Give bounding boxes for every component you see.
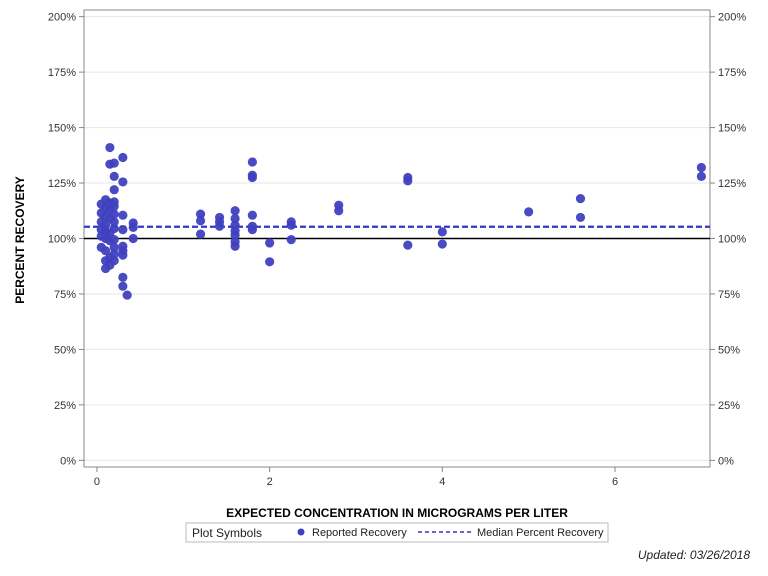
y-tick-label-left: 25% — [54, 400, 76, 412]
y-tick-label-right: 75% — [718, 289, 740, 301]
y-tick-label-right: 50% — [718, 344, 740, 356]
y-tick-label-right: 175% — [718, 67, 746, 79]
data-point — [128, 222, 138, 233]
data-point — [109, 201, 119, 211]
y-tick-label-left: 175% — [48, 67, 76, 79]
y-tick-label-right: 100% — [718, 234, 746, 246]
data-point — [118, 250, 128, 260]
y-tick-label-left: 100% — [48, 234, 76, 246]
y-tick-label-left: 50% — [54, 344, 76, 356]
x-tick-label: 4 — [439, 476, 445, 488]
legend-marker-reported — [297, 528, 305, 536]
data-point — [109, 171, 119, 181]
data-point — [696, 162, 706, 173]
data-point — [696, 171, 706, 181]
y-tick-label-right: 0% — [718, 455, 734, 467]
legend-label-median: Median Percent Recovery — [477, 527, 604, 539]
data-point — [118, 272, 128, 282]
data-point — [109, 158, 119, 168]
data-point — [195, 216, 206, 226]
data-point — [230, 206, 240, 216]
x-tick-label: 6 — [612, 476, 618, 488]
x-tick-label: 0 — [94, 476, 100, 488]
data-point — [247, 172, 257, 183]
data-point — [214, 221, 225, 231]
y-axis-left: 0% 25% 50% 75% 100% 125% 150% 175% 200% — [48, 12, 84, 467]
data-point — [230, 213, 240, 224]
data-point — [286, 235, 296, 245]
x-tick-label: 2 — [267, 476, 273, 488]
y-tick-label-left: 0% — [60, 455, 76, 467]
data-point — [437, 239, 447, 249]
data-point — [265, 257, 275, 267]
data-point — [403, 240, 413, 250]
data-point — [403, 176, 413, 186]
data-point — [118, 210, 128, 220]
updated-note: Updated: 03/26/2018 — [637, 548, 750, 562]
y-tick-label-right: 150% — [718, 123, 746, 135]
data-point — [230, 230, 240, 240]
legend-box — [185, 522, 609, 543]
y-tick-label-left: 75% — [54, 289, 76, 301]
data-point — [437, 227, 447, 237]
data-point — [575, 212, 586, 223]
data-point — [128, 233, 138, 244]
data-point — [247, 225, 257, 235]
legend-label-reported: Reported Recovery — [312, 527, 407, 539]
data-point — [524, 207, 534, 217]
data-point — [109, 235, 119, 245]
y-tick-label-left: 150% — [48, 123, 76, 135]
x-axis-title: EXPECTED CONCENTRATION IN MICROGRAMS PER… — [226, 506, 568, 520]
data-point — [109, 223, 119, 234]
x-axis: 0 2 4 6 — [94, 467, 618, 488]
y-tick-label-left: 125% — [48, 178, 76, 190]
data-point — [109, 249, 119, 259]
data-point — [118, 152, 128, 163]
data-point — [109, 185, 119, 195]
data-point — [118, 225, 128, 235]
data-point — [109, 242, 119, 252]
reference-lines — [84, 225, 710, 240]
legend-title: Plot Symbols — [192, 526, 262, 540]
data-point — [118, 177, 128, 187]
data-point — [100, 220, 111, 230]
data-point — [118, 281, 128, 291]
y-tick-label-right: 125% — [718, 178, 746, 190]
data-point — [100, 246, 111, 256]
data-point — [265, 238, 275, 248]
data-point — [105, 142, 115, 153]
data-point — [122, 290, 132, 300]
y-tick-label-right: 25% — [718, 400, 740, 412]
data-point — [247, 157, 257, 167]
legend: Plot Symbols Reported Recovery Median Pe… — [185, 522, 609, 543]
y-axis-title: PERCENT RECOVERY — [13, 176, 27, 304]
data-point — [109, 209, 119, 219]
data-point — [575, 193, 586, 204]
data-point — [109, 217, 119, 227]
y-axis-right: 0% 25% 50% 75% 100% 125% 150% 175% 200% — [710, 12, 746, 467]
data-point — [109, 256, 119, 266]
y-tick-label-left: 200% — [48, 12, 76, 24]
data-points — [96, 142, 706, 300]
data-point — [195, 209, 206, 219]
data-point — [247, 210, 257, 220]
data-point — [195, 229, 206, 239]
data-point — [230, 241, 240, 251]
y-tick-label-right: 200% — [718, 12, 746, 24]
data-point — [286, 220, 296, 230]
data-point — [334, 206, 344, 216]
